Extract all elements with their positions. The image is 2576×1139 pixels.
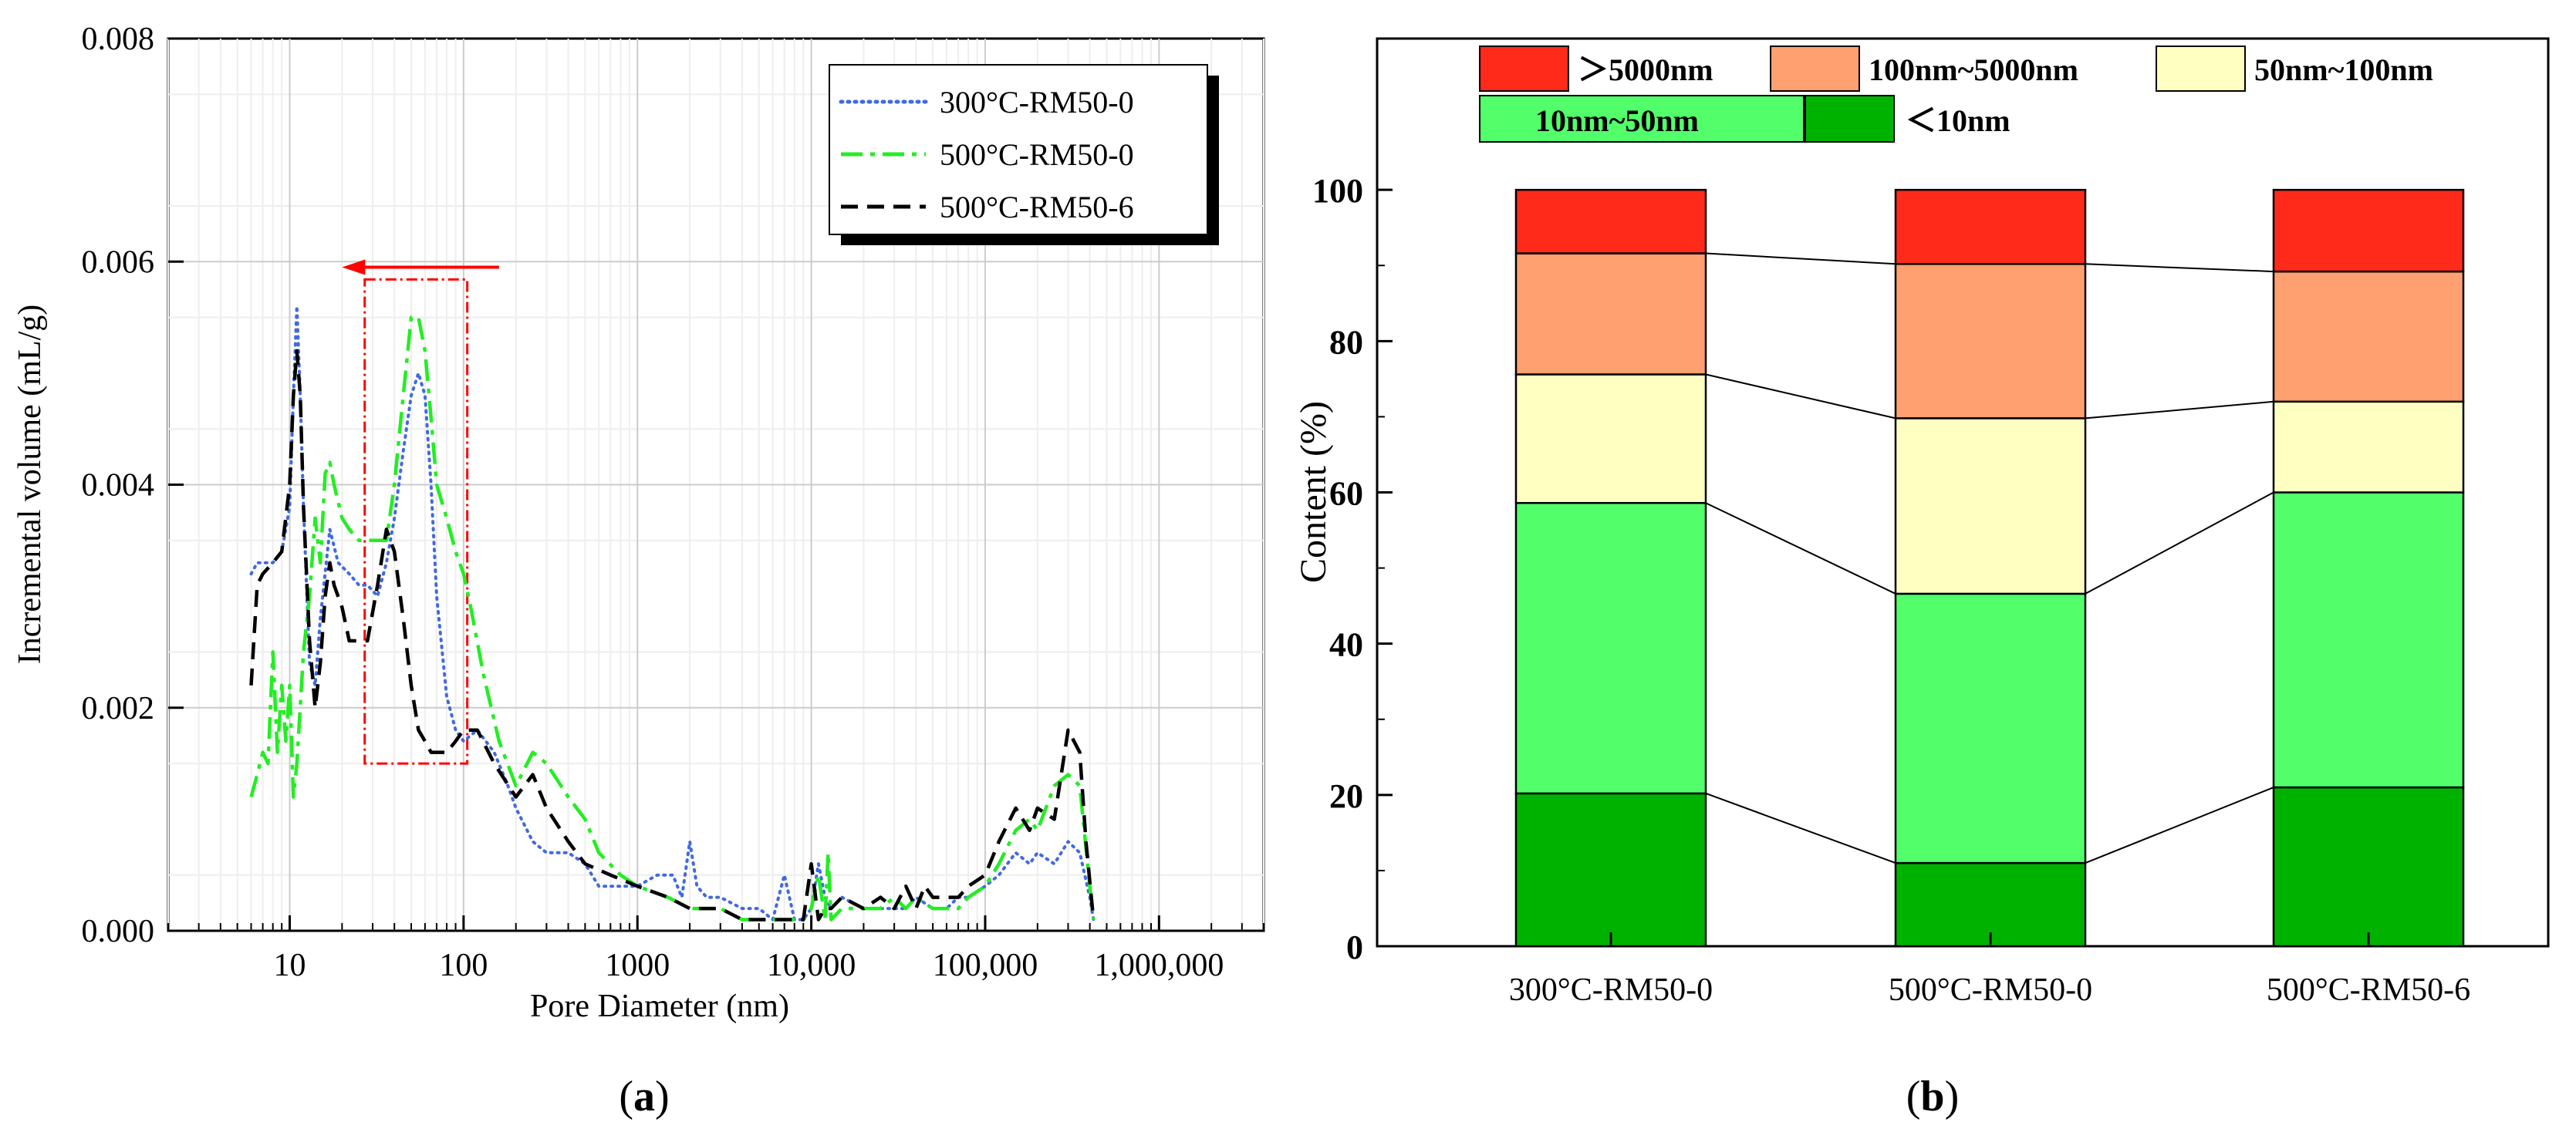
tick-label-y: 0.008 (82, 22, 155, 57)
bar-segment-0-0 (1514, 792, 1707, 948)
bars-group (1514, 188, 2465, 948)
category-label: 500°C-RM50-6 (2267, 972, 2470, 1008)
bar-segment-1-4 (1894, 188, 2087, 265)
bar-segment-1-1 (1894, 592, 2087, 864)
bar-segment-2-3 (2272, 270, 2465, 403)
tick-label-y: 0.004 (82, 468, 155, 504)
legend-label-500-rm50-0: 500°C-RM50-0 (940, 137, 1134, 172)
bar-segment-0-3 (1514, 252, 1707, 376)
legend-label-10-50: 10nm~50nm (1535, 103, 1699, 138)
bar-segment-2-2 (2272, 400, 2465, 494)
bar-segment-2-0 (2272, 786, 2465, 948)
bar-segment-1-2 (1894, 417, 2087, 595)
panel-label-b: (b) (1906, 1073, 1959, 1120)
tick-label-x: 1000 (605, 948, 670, 983)
bar-segment-0-1 (1514, 501, 1707, 795)
legend-swatch-100-5000 (1770, 45, 1860, 92)
tick-label-y-b: 80 (1329, 323, 1363, 361)
series-group-a (249, 305, 1096, 922)
tick-label-y-b: 100 (1312, 172, 1363, 210)
connector-line (1705, 502, 1896, 595)
connector-line (1705, 792, 1896, 864)
tick-label-y: 0.006 (82, 244, 155, 280)
bar-segment-2-4 (2272, 188, 2465, 273)
bar-segment-0-4 (1514, 188, 1707, 254)
tick-label-x: 10,000 (767, 948, 856, 983)
legend-label-500-rm50-6: 500°C-RM50-6 (940, 190, 1134, 224)
highlight-region (342, 259, 499, 765)
tick-label-y-b: 20 (1329, 777, 1363, 815)
legend-box-a (829, 64, 1208, 235)
series-line-2 (249, 349, 1096, 922)
legend-label-lt10: ＜10nm (1906, 103, 2010, 138)
tick-label-x: 100,000 (933, 948, 1038, 983)
tick-label-x: 100 (439, 948, 488, 983)
tick-label-x: 1,000,000 (1094, 948, 1224, 983)
legend-label-50-100: 50nm~100nm (2254, 52, 2433, 87)
legend-swatch-10-50 (1479, 95, 1805, 143)
bar-segment-2-1 (2272, 491, 2465, 789)
connector-line (2085, 491, 2274, 595)
grid-a (167, 39, 1264, 931)
legend-b: ＞5000nm 100nm~5000nm 50nm~100nm 10nm~50n… (1479, 45, 2433, 143)
connector-line (2085, 263, 2274, 273)
tick-label-x: 10 (274, 948, 306, 983)
legend-swatch-50-100 (2156, 45, 2246, 92)
highlight-box (363, 278, 469, 765)
legend-swatch-lt10 (1805, 95, 1895, 143)
tick-label-y: 0.002 (82, 691, 155, 726)
panel-a-line-chart: 10 100 1000 10,000 100,000 1,000,000 0.000 0.00… (12, 22, 1265, 1120)
axes-b: 300°C-RM50-0 500°C-RM50-0 500°C-RM50-6 0 20 4… (1312, 172, 2470, 1008)
y-axis-label-b: Content (%) (1293, 401, 1334, 583)
panel-b-stacked-bar-chart: 300°C-RM50-0 500°C-RM50-0 500°C-RM50-6 0 20 4… (1293, 37, 2550, 1120)
panel-label-a: (a) (619, 1073, 669, 1120)
connector-line (2085, 400, 2274, 420)
legend-swatch-gt5000 (1479, 45, 1569, 92)
tick-label-y-b: 0 (1346, 928, 1363, 966)
connector-line (1705, 373, 1896, 420)
tick-label-y-b: 40 (1329, 626, 1363, 664)
tick-label-y: 0.000 (82, 914, 155, 949)
y-axis-label-a: Incremental volume (mL/g) (12, 305, 48, 665)
connector-line (2085, 787, 2274, 864)
bar-segment-0-2 (1514, 373, 1707, 504)
legend-label-100-5000: 100nm~5000nm (1869, 52, 2078, 87)
category-label: 300°C-RM50-0 (1509, 972, 1713, 1008)
axes-a: 10 100 1000 10,000 100,000 1,000,000 0.000 0.00… (82, 22, 1264, 983)
legend-label-gt5000: ＞5000nm (1578, 52, 1713, 87)
bar-connectors (1705, 252, 2274, 864)
series-line-1 (249, 315, 1096, 922)
bar-segment-1-3 (1894, 263, 2087, 420)
connector-line (1705, 252, 1896, 265)
x-axis-label-a: Pore Diameter (nm) (530, 989, 789, 1024)
legend-a: 300°C-RM50-0 500°C-RM50-0 500°C-RM50-6 (839, 85, 1134, 224)
tick-label-y-b: 60 (1329, 475, 1363, 513)
legend-label-300-rm50-0: 300°C-RM50-0 (940, 85, 1134, 120)
category-label: 500°C-RM50-0 (1889, 972, 2092, 1008)
arrow-head (342, 259, 366, 275)
